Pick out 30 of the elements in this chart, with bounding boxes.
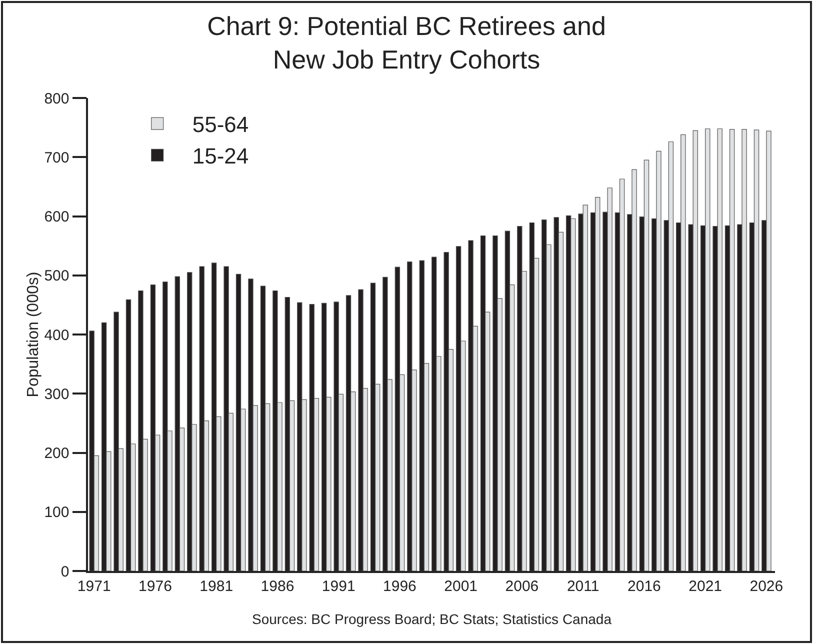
x-tick-label: 2026	[750, 578, 784, 595]
y-tick-label: 200	[44, 445, 70, 462]
bar	[619, 178, 625, 571]
y-tick-label: 300	[44, 386, 70, 403]
x-tick-label: 1976	[138, 578, 172, 595]
x-tick-label: 1996	[383, 578, 416, 595]
y-tick-label: 700	[44, 149, 70, 166]
x-tick-label: 2006	[505, 578, 539, 595]
y-tick-label: 600	[44, 208, 70, 226]
bar	[729, 129, 735, 571]
y-axis-title: Population (000s)	[25, 272, 42, 398]
x-tick-label: 1981	[200, 578, 234, 595]
bar	[754, 130, 760, 571]
x-tick-label: 2016	[628, 578, 661, 595]
legend-label: 15-24	[192, 144, 249, 169]
x-tick-label: 2001	[444, 578, 478, 595]
y-tick-label: 0	[60, 563, 70, 580]
x-tick-label: 1971	[77, 578, 111, 595]
source-note: Sources: BC Progress Board; BC Stats; Statistics Canada	[252, 611, 612, 627]
bar	[644, 160, 650, 571]
x-tick-label: 1991	[322, 578, 356, 595]
x-tick-label: 2021	[688, 578, 722, 595]
y-tick-label: 800	[44, 90, 70, 108]
x-tick-label: 2011	[566, 578, 600, 595]
legend-label: 55-64	[192, 112, 249, 138]
x-tick-label: 1986	[260, 578, 294, 595]
y-tick-label: 400	[44, 326, 70, 344]
y-tick-label: 100	[44, 504, 70, 522]
chart-title: Chart 9: Potential BC Retirees and New Job Entry Cohorts	[207, 10, 606, 75]
y-tick-label: 500	[44, 268, 70, 285]
